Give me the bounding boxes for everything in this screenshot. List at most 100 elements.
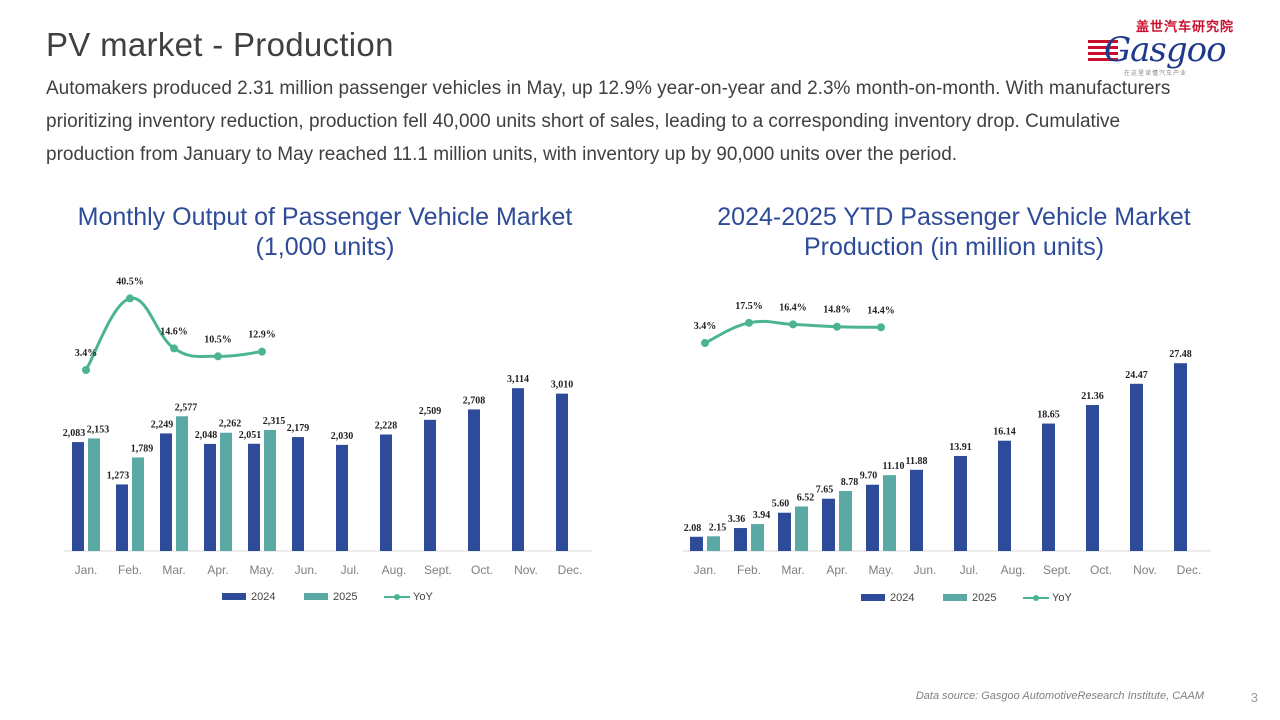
- c1-bar-2025-3: [176, 416, 188, 551]
- c1-label-2024-8: 2,228: [375, 421, 398, 432]
- c1-bar-2025-5: [264, 429, 276, 551]
- c2-bar-2024-4: [822, 498, 835, 551]
- c1-bar-2024-7: [336, 444, 348, 551]
- c1-label-2024-2: 1,273: [107, 470, 130, 481]
- c2-tick-1: Jan.: [694, 563, 717, 577]
- c2-tick-2: Feb.: [737, 563, 761, 577]
- c1-tick-11: Nov.: [514, 563, 538, 577]
- c1-tick-8: Aug.: [382, 563, 407, 577]
- c2-bar-2025-5: [883, 475, 896, 551]
- c2-yoy-label-5: 14.4%: [867, 305, 895, 316]
- c2-tick-11: Nov.: [1133, 563, 1157, 577]
- c2-bar-2024-9: [1042, 423, 1055, 551]
- c2-bar-2024-11: [1130, 383, 1143, 551]
- c1-bar-2024-11: [512, 388, 524, 551]
- c2-label-2024-3: 5.60: [772, 499, 790, 510]
- c2-bar-2024-6: [910, 469, 923, 551]
- c2-yoy-point-1: [701, 339, 709, 347]
- c2-tick-8: Aug.: [1001, 563, 1026, 577]
- c1-yoy-label-4: 10.5%: [204, 334, 232, 345]
- c1-tick-10: Oct.: [471, 563, 493, 577]
- c1-yoy-label-2: 40.5%: [116, 276, 144, 287]
- c2-tick-3: Mar.: [781, 563, 804, 577]
- c2-bar-2024-7: [954, 455, 967, 551]
- summary-text: Automakers produced 2.31 million passeng…: [46, 78, 1171, 165]
- c1-bar-2025-4: [220, 432, 232, 551]
- c1-bar-2025-2: [132, 457, 144, 551]
- c1-label-2025-2: 1,789: [131, 443, 154, 454]
- c2-label-2024-10: 21.36: [1081, 391, 1104, 402]
- c2-yoy-label-2: 17.5%: [735, 301, 763, 312]
- c1-legend-yoy: YoY: [413, 591, 433, 603]
- c1-bar-2024-2: [116, 484, 128, 551]
- c2-label-2024-12: 27.48: [1169, 349, 1192, 360]
- c1-tick-6: Jun.: [295, 563, 318, 577]
- c2-label-2024-2: 3.36: [728, 514, 746, 525]
- c1-yoy-point-5: [258, 347, 266, 356]
- c1-yoy-label-3: 14.6%: [160, 326, 188, 337]
- c1-yoy-line: [84, 296, 263, 371]
- c1-label-2024-3: 2,249: [151, 419, 174, 430]
- c2-yoy-label-3: 16.4%: [779, 302, 807, 313]
- logo-stripes-icon: [1088, 40, 1118, 64]
- c2-yoy-label-1: 3.4%: [694, 321, 717, 332]
- c1-yoy-label-1: 3.4%: [75, 348, 98, 359]
- c2-tick-7: Jul.: [960, 563, 979, 577]
- c1-tick-2: Feb.: [118, 563, 142, 577]
- c1-yoy-point-4: [214, 352, 222, 361]
- c2-bar-2025-4: [839, 491, 852, 551]
- c2-tick-12: Dec.: [1177, 563, 1202, 577]
- c2-yoy-point-5: [877, 323, 885, 332]
- c1-bar-2024-12: [556, 393, 568, 551]
- data-source-note: Data source: Gasgoo AutomotiveResearch I…: [915, 690, 1204, 702]
- c1-legend-yoy-marker: [394, 594, 400, 600]
- logo-tagline: 在这里读懂汽车产业: [1124, 71, 1188, 77]
- c1-label-2024-6: 2,179: [287, 423, 310, 434]
- c1-tick-12: Dec.: [558, 563, 583, 577]
- c2-tick-5: May.: [868, 563, 893, 577]
- c1-label-2024-9: 2,509: [419, 406, 442, 417]
- c2-label-2024-8: 16.14: [993, 427, 1016, 438]
- c1-legend-2024-swatch: [222, 593, 246, 600]
- c1-yoy-point-2: [126, 294, 134, 303]
- c2-yoy-point-3: [789, 320, 797, 329]
- c2-legend-2024-swatch: [861, 594, 885, 601]
- c1-yoy-point-3: [170, 344, 178, 353]
- c2-legend-2025-swatch: [943, 594, 967, 601]
- c1-label-2025-1: 2,153: [87, 424, 110, 435]
- c2-bar-2025-1: [707, 536, 720, 551]
- c2-legend-yoy: YoY: [1052, 592, 1072, 604]
- c2-bar-2024-1: [690, 536, 703, 551]
- c1-legend-2025: 2025: [333, 591, 357, 603]
- c2-label-2024-6: 11.88: [906, 456, 928, 467]
- c2-bar-2024-3: [778, 512, 791, 551]
- c2-tick-4: Apr.: [826, 563, 847, 577]
- c1-label-2024-5: 2,051: [239, 430, 262, 441]
- c1-bar-2025-1: [88, 438, 100, 551]
- c2-bar-2024-2: [734, 528, 747, 551]
- c1-tick-9: Sept.: [424, 563, 452, 577]
- c1-yoy-point-1: [82, 366, 90, 374]
- c2-legend-yoy-marker: [1033, 595, 1039, 601]
- c1-tick-7: Jul.: [341, 563, 360, 577]
- c2-yoy-label-4: 14.8%: [823, 305, 851, 316]
- c2-label-2024-4: 7.65: [816, 485, 834, 496]
- c2-tick-10: Oct.: [1090, 563, 1112, 577]
- c2-legend-2025: 2025: [972, 592, 996, 604]
- c2-label-2024-5: 9.70: [860, 471, 878, 482]
- c2-bar-2024-12: [1174, 363, 1187, 551]
- c1-label-2024-7: 2,030: [331, 431, 354, 442]
- c1-label-2025-4: 2,262: [219, 419, 242, 430]
- c1-label-2024-1: 2,083: [63, 428, 86, 439]
- c2-legend-2024: 2024: [890, 592, 914, 604]
- c2-label-2024-11: 24.47: [1125, 370, 1148, 381]
- c2-label-2025-2: 3.94: [753, 510, 771, 521]
- c1-bar-2024-1: [72, 442, 84, 551]
- logo-wordmark: Gasgoo: [1104, 30, 1227, 70]
- c2-label-2025-4: 8.78: [841, 477, 859, 488]
- c1-yoy-label-5: 12.9%: [248, 330, 276, 341]
- c1-label-2025-5: 2,315: [263, 416, 286, 427]
- c2-tick-9: Sept.: [1043, 563, 1071, 577]
